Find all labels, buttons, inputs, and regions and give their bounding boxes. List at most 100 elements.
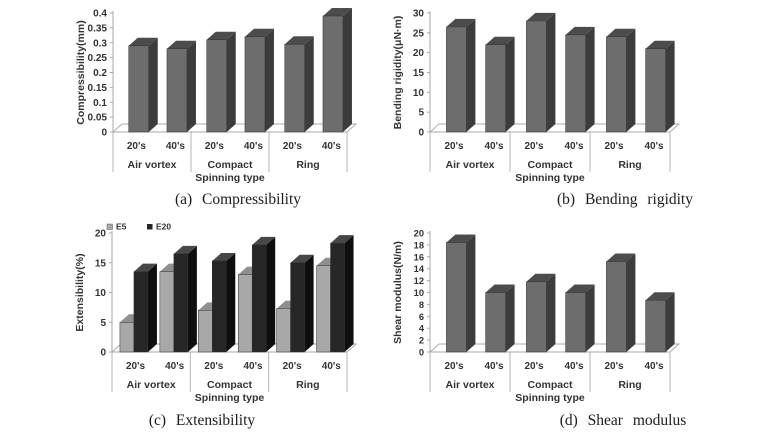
y-tick-label: 0.25 xyxy=(88,53,108,64)
category-label: 20's xyxy=(524,141,544,152)
chart-compressibility-canvas: 0 0.05 0.1 0.15 0.2 0.25 0.3 0.35 0.4 Compressibi… xyxy=(75,7,358,184)
bar-top xyxy=(606,253,636,262)
legend-label-e20: E20 xyxy=(156,222,171,232)
category-label: 20's xyxy=(126,361,146,372)
category-label: 40's xyxy=(166,141,186,152)
bar-front xyxy=(446,26,467,133)
legend-swatch-e20 xyxy=(147,224,153,230)
chart-shear-modulus-caption: (d) Shear modulus xyxy=(559,412,687,429)
bar-side xyxy=(466,18,476,133)
bar-front xyxy=(565,292,586,353)
bar-e20-side xyxy=(344,235,354,352)
y-tick-label: 2 xyxy=(419,336,424,346)
bar-side xyxy=(342,7,352,133)
bar-e20-front xyxy=(133,271,149,353)
category-label: 20's xyxy=(524,361,544,372)
bar-side xyxy=(304,36,314,132)
legend-swatch-e5 xyxy=(106,223,113,230)
bar-e20-front xyxy=(251,244,267,353)
bar-side xyxy=(626,253,636,352)
category-label: 40's xyxy=(644,141,664,152)
chart-bending-rigidity-caption: (b) Bending rigidity xyxy=(557,191,693,208)
y-tick-label: 12 xyxy=(414,276,424,286)
category-label: 20's xyxy=(283,141,303,152)
y-axis-title: Extensibility(%) xyxy=(74,253,86,331)
bar-top xyxy=(166,40,196,49)
bar-front xyxy=(166,48,188,133)
bar-e5-front xyxy=(198,310,213,353)
bar-e20-front xyxy=(290,262,305,353)
group-label: Ring xyxy=(618,159,641,171)
y-tick-label: 5 xyxy=(100,318,106,329)
y-tick-label: 16 xyxy=(414,252,424,262)
group-label: Compact xyxy=(207,379,252,391)
bar-side xyxy=(585,26,595,133)
y-tick-label: 20 xyxy=(95,229,107,240)
chart-extensibility: 0 5 10 15 20 Extensibility(%) 20's 40's Air vort… xyxy=(0,219,380,438)
y-tick-label: 0.1 xyxy=(93,98,107,109)
group-label: Ring xyxy=(618,379,641,391)
bar-front xyxy=(645,299,666,353)
category-label: 20's xyxy=(127,141,147,152)
bar-top xyxy=(322,7,352,16)
chart-compressibility: 0 0.05 0.1 0.15 0.2 0.25 0.3 0.35 0.4 Compressibi… xyxy=(0,0,380,219)
chart-compressibility-caption: (a) Compressibility xyxy=(174,191,302,208)
bar-front xyxy=(128,45,149,133)
group-label: Air vortex xyxy=(127,379,176,391)
bar-top xyxy=(244,28,274,37)
bar-front xyxy=(485,292,506,353)
bar-front xyxy=(206,39,227,133)
y-tick-label: 20 xyxy=(414,229,424,239)
category-label: 40's xyxy=(244,141,264,152)
bar-top xyxy=(446,18,476,27)
bar-top xyxy=(128,37,158,46)
bar-e20-top xyxy=(330,235,354,244)
bar-top xyxy=(206,31,236,40)
bar-front xyxy=(606,261,627,353)
bar-top xyxy=(485,36,515,45)
category-label: 20's xyxy=(444,361,464,372)
y-tick-label: 15 xyxy=(95,258,107,269)
category-label: 20's xyxy=(604,361,624,372)
group-label: Air vortex xyxy=(445,159,494,171)
bar-side xyxy=(226,31,236,132)
group-label: Compact xyxy=(528,379,573,391)
category-label: 40's xyxy=(644,361,664,372)
y-tick-label: 0.15 xyxy=(88,83,108,94)
y-tick-label: 30 xyxy=(413,9,425,20)
y-tick-label: 0 xyxy=(419,348,424,358)
bar-e5-front xyxy=(159,271,175,353)
bar-e20-front xyxy=(173,253,189,353)
y-tick-label: 8 xyxy=(419,300,424,310)
y-tick-label: 14 xyxy=(414,264,425,274)
y-tick-label: 25 xyxy=(413,28,425,39)
bar-side xyxy=(546,273,556,352)
y-tick-label: 6 xyxy=(419,312,424,322)
category-label: 40's xyxy=(165,361,185,372)
bar-top xyxy=(526,12,556,21)
category-label: 40's xyxy=(322,361,342,372)
bar-e20-side xyxy=(187,245,197,352)
category-label: 40's xyxy=(484,361,504,372)
bar-e20-front xyxy=(212,260,227,353)
bar-e20-side xyxy=(304,254,314,352)
y-axis-title: Shear modulus(N/m) xyxy=(392,241,404,344)
y-tick-label: 0.4 xyxy=(93,9,107,20)
category-label: 40's xyxy=(484,141,504,152)
bar-front xyxy=(322,15,344,133)
bar-e20-side xyxy=(147,263,157,352)
y-axis-title: Compressibility(mm) xyxy=(75,20,87,124)
bar-front xyxy=(565,34,586,133)
bar-top xyxy=(645,292,675,301)
group-label: Air vortex xyxy=(445,379,494,391)
bar-e20-top xyxy=(290,254,314,263)
y-tick-label: 10 xyxy=(414,288,424,298)
bar-front xyxy=(485,44,506,133)
x-axis-title: Spinning type xyxy=(195,172,265,184)
x-axis-title: Spinning type xyxy=(195,392,265,404)
category-label: 40's xyxy=(322,141,342,152)
category-label: 40's xyxy=(564,141,584,152)
category-label: 20's xyxy=(204,361,224,372)
category-label: 40's xyxy=(564,361,584,372)
